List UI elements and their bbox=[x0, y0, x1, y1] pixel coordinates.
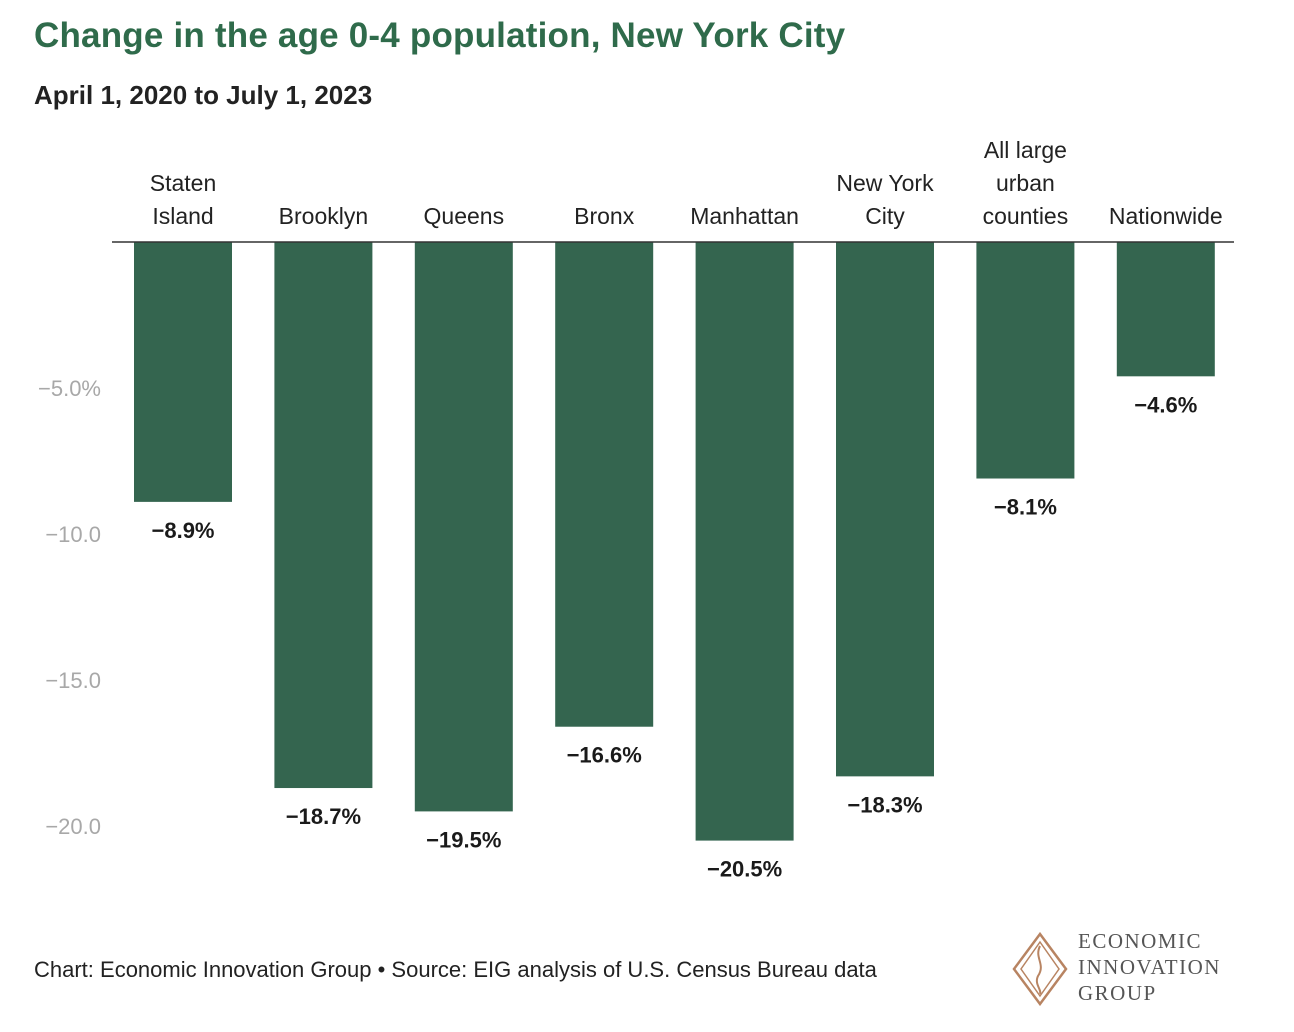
value-label: −18.7% bbox=[286, 804, 361, 829]
bar bbox=[1116, 242, 1215, 377]
category-label: All large bbox=[984, 137, 1067, 163]
logo-line: GROUP bbox=[1078, 981, 1157, 1005]
logo-line: INNOVATION bbox=[1078, 955, 1221, 979]
eig-logo: ECONOMIC INNOVATION GROUP bbox=[1012, 928, 1252, 1008]
y-tick-label: −5.0% bbox=[38, 376, 101, 401]
bar-chart: −5.0% −10.0 −15.0 −20.0 −8.9% Staten Island −18… bbox=[38, 137, 1234, 882]
y-tick-label: −20.0 bbox=[45, 814, 101, 839]
category-label: Staten bbox=[150, 170, 217, 196]
value-label: −8.1% bbox=[994, 495, 1057, 520]
category-label: New York bbox=[836, 170, 934, 196]
category-label: Manhattan bbox=[690, 203, 799, 229]
chart-title: Change in the age 0-4 population, New Yo… bbox=[34, 16, 846, 55]
value-label: −18.3% bbox=[847, 792, 922, 817]
chart-source-footer: Chart: Economic Innovation Group • Sourc… bbox=[34, 957, 877, 982]
logo-line: ECONOMIC bbox=[1078, 929, 1203, 953]
category-label: urban bbox=[996, 170, 1055, 196]
bar bbox=[134, 242, 232, 502]
value-label: −16.6% bbox=[567, 743, 642, 768]
category-label: Bronx bbox=[574, 203, 635, 229]
y-tick-label: −10.0 bbox=[45, 522, 101, 547]
eig-diamond-logo-icon bbox=[1012, 932, 1068, 1006]
category-label: Island bbox=[152, 203, 213, 229]
y-tick-label: −15.0 bbox=[45, 668, 101, 693]
value-label: −8.9% bbox=[152, 518, 215, 543]
category-label: City bbox=[865, 203, 905, 229]
bar bbox=[976, 242, 1075, 479]
chart-subtitle: April 1, 2020 to July 1, 2023 bbox=[34, 80, 373, 110]
value-label: −4.6% bbox=[1134, 392, 1197, 417]
bar bbox=[555, 242, 654, 727]
category-label: Nationwide bbox=[1109, 203, 1223, 229]
category-label: counties bbox=[983, 203, 1069, 229]
bar bbox=[414, 242, 513, 812]
category-label: Queens bbox=[424, 203, 505, 229]
bar bbox=[274, 242, 373, 789]
value-label: −20.5% bbox=[707, 857, 782, 882]
category-label: Brooklyn bbox=[279, 203, 368, 229]
bar bbox=[695, 242, 794, 841]
bar bbox=[836, 242, 934, 777]
value-label: −19.5% bbox=[426, 827, 501, 852]
